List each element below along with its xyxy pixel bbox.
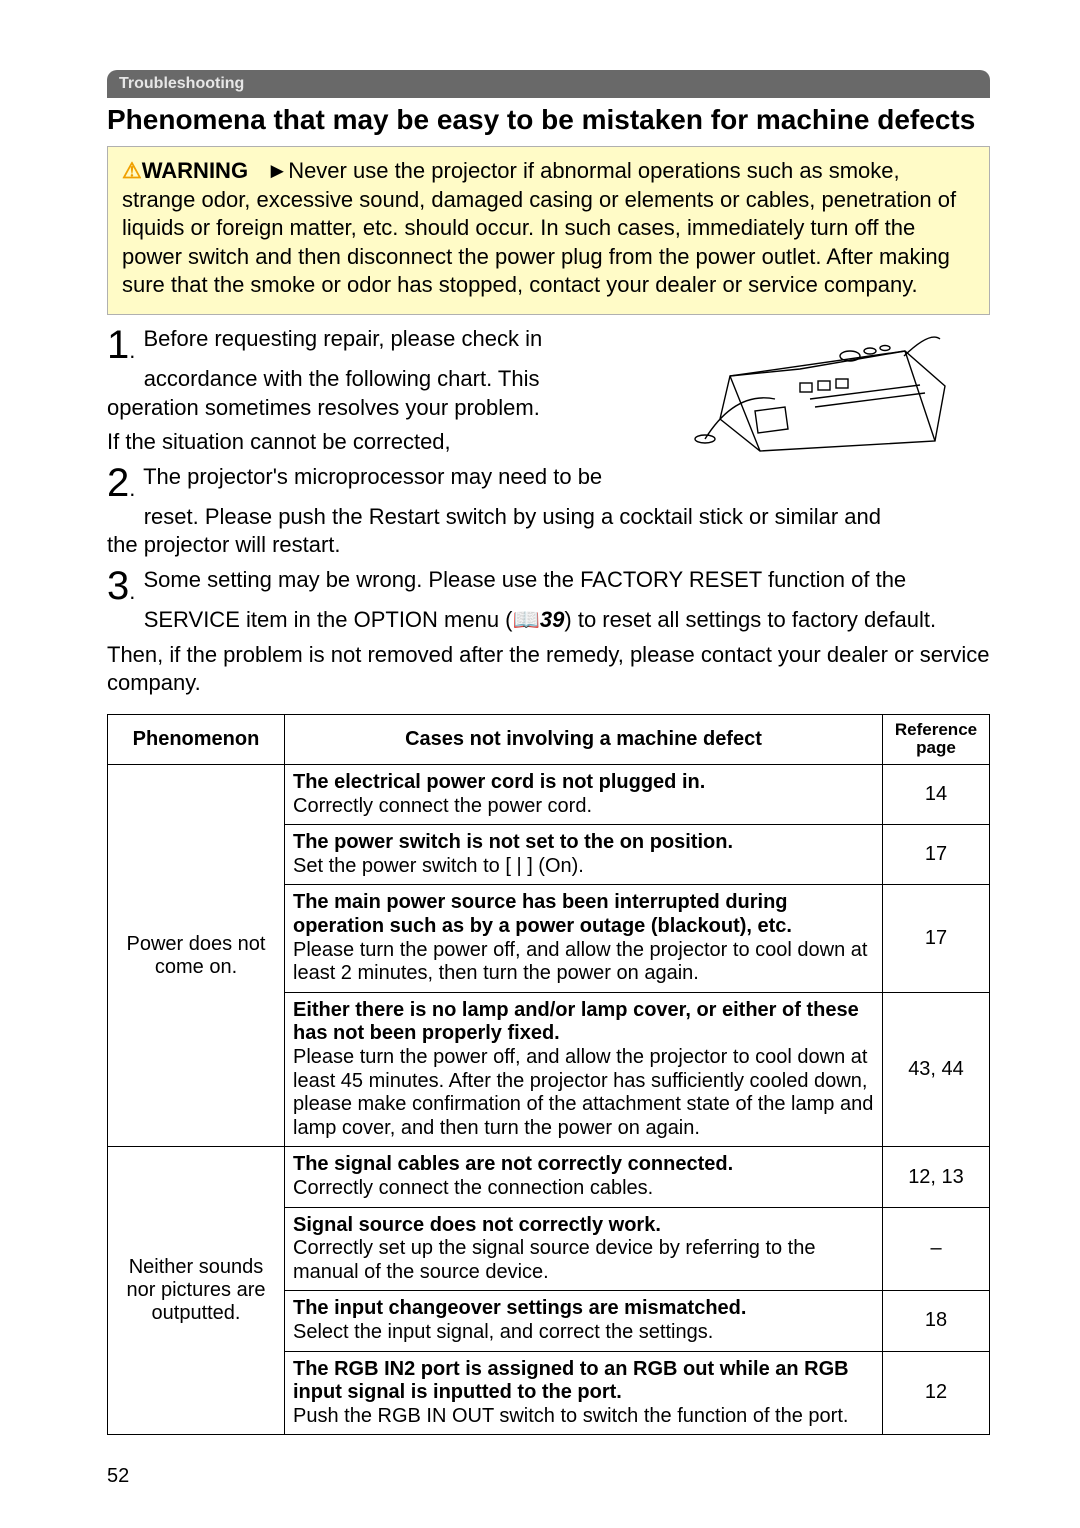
- table-header-cases: Cases not involving a machine defect: [285, 714, 883, 764]
- step-number: 1.: [107, 325, 135, 365]
- phenomenon-cell: Power does not come on.: [108, 765, 285, 1147]
- case-body: Push the RGB IN OUT switch to switch the…: [293, 1405, 848, 1427]
- page-number: 52: [107, 1465, 990, 1488]
- step-text: The projector's microprocessor may need …: [143, 464, 602, 489]
- case-body: Set the power switch to [ | ] (On).: [293, 855, 584, 877]
- page-title: Phenomena that may be easy to be mistake…: [107, 104, 990, 136]
- closing-text: Then, if the problem is not removed afte…: [107, 641, 990, 698]
- ref-cell: 12, 13: [883, 1147, 990, 1207]
- ref-cell: 43, 44: [883, 992, 990, 1147]
- step-text: operation sometimes resolves your proble…: [107, 395, 540, 420]
- ref-cell: –: [883, 1207, 990, 1291]
- step-2: 2. The projector's microprocessor may ne…: [107, 463, 990, 560]
- ref-cell: 12: [883, 1351, 990, 1435]
- warning-body: Never use the projector if abnormal oper…: [122, 158, 956, 297]
- arrow-icon: ►: [266, 158, 288, 183]
- ref-label-1: Reference: [895, 720, 977, 739]
- case-body: Please turn the power off, and allow the…: [293, 939, 867, 985]
- case-bold: The electrical power cord is not plugged…: [293, 771, 705, 793]
- case-cell: The electrical power cord is not plugged…: [285, 765, 883, 825]
- ref-label-2: page: [916, 738, 956, 757]
- case-cell: The main power source has been interrupt…: [285, 885, 883, 992]
- step-text: reset. Please push the Restart switch by…: [144, 504, 881, 529]
- case-cell: The input changeover settings are mismat…: [285, 1291, 883, 1351]
- section-header: Troubleshooting: [107, 70, 990, 98]
- defects-table: Phenomenon Cases not involving a machine…: [107, 714, 990, 1436]
- warning-label: WARNING: [142, 158, 248, 183]
- case-body: Select the input signal, and correct the…: [293, 1321, 713, 1343]
- warning-box: ⚠WARNING ►Never use the projector if abn…: [107, 146, 990, 315]
- step-number: 3.: [107, 566, 135, 606]
- case-cell: The RGB IN2 port is assigned to an RGB o…: [285, 1351, 883, 1435]
- ref-cell: 17: [883, 885, 990, 992]
- case-bold: The signal cables are not correctly conn…: [293, 1153, 733, 1175]
- case-bold: Either there is no lamp and/or lamp cove…: [293, 999, 859, 1045]
- ref-cell: 17: [883, 825, 990, 885]
- ref-cell: 14: [883, 765, 990, 825]
- case-cell: Either there is no lamp and/or lamp cove…: [285, 992, 883, 1147]
- case-body: Correctly connect the power cord.: [293, 795, 592, 817]
- table-header-phenomenon: Phenomenon: [108, 714, 285, 764]
- case-bold: The input changeover settings are mismat…: [293, 1297, 746, 1319]
- ref-cell: 18: [883, 1291, 990, 1351]
- case-cell: Signal source does not correctly work. C…: [285, 1207, 883, 1291]
- table-header-reference: Reference page: [883, 714, 990, 764]
- case-bold: The main power source has been interrupt…: [293, 891, 792, 937]
- step-text: Before requesting repair, please check i…: [144, 326, 543, 351]
- case-body: Please turn the power off, and allow the…: [293, 1046, 873, 1139]
- step-text: SERVICE item in the OPTION menu (: [144, 607, 513, 632]
- step-text: the projector will restart.: [107, 532, 341, 557]
- case-bold: Signal source does not correctly work.: [293, 1214, 661, 1236]
- case-bold: The power switch is not set to the on po…: [293, 831, 733, 853]
- case-bold: The RGB IN2 port is assigned to an RGB o…: [293, 1358, 849, 1404]
- case-cell: The power switch is not set to the on po…: [285, 825, 883, 885]
- step-text: ) to reset all settings to factory defau…: [564, 607, 936, 632]
- step-number: 2.: [107, 463, 135, 503]
- case-cell: The signal cables are not correctly conn…: [285, 1147, 883, 1207]
- step-text: Some setting may be wrong. Please use th…: [144, 567, 907, 592]
- warning-triangle-icon: ⚠: [122, 158, 142, 183]
- step-1: 1. Before requesting repair, please chec…: [107, 325, 990, 422]
- step-3: 3. Some setting may be wrong. Please use…: [107, 566, 990, 635]
- step-text: accordance with the following chart. Thi…: [144, 366, 540, 391]
- reference-page: 39: [540, 607, 564, 632]
- case-body: Correctly connect the connection cables.: [293, 1177, 653, 1199]
- phenomenon-cell: Neither sounds nor pictures are outputte…: [108, 1147, 285, 1435]
- book-icon: 📖: [513, 607, 540, 632]
- case-body: Correctly set up the signal source devic…: [293, 1237, 815, 1283]
